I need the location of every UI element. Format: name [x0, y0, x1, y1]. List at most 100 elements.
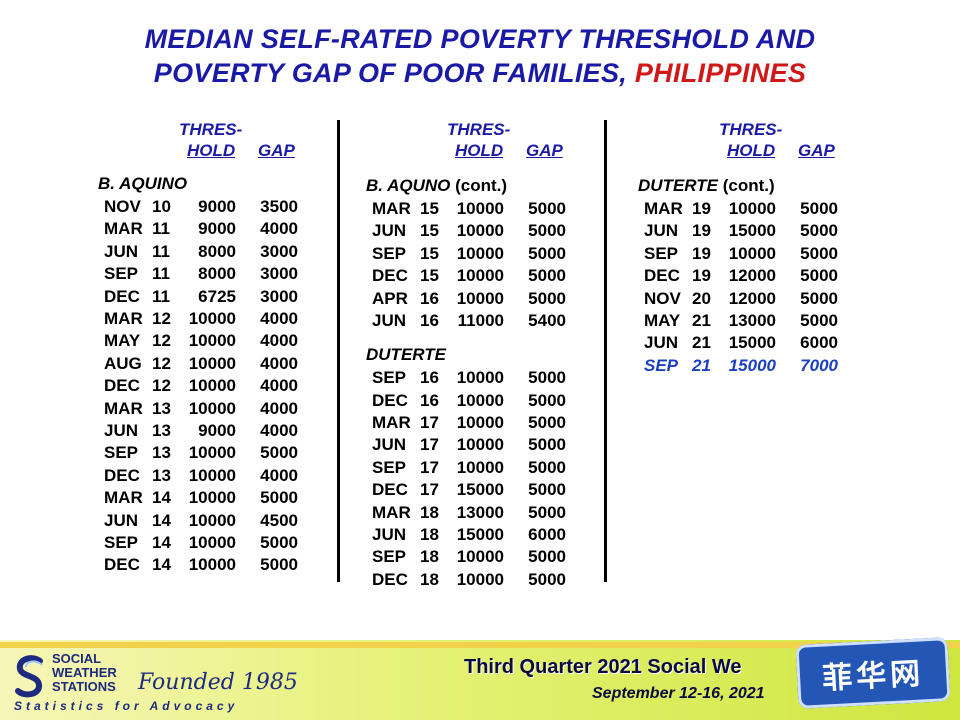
- row-year: 17: [420, 413, 439, 432]
- row-gap: 5000: [528, 569, 566, 589]
- row-month: JUN: [372, 525, 407, 544]
- row-threshold: 15000: [728, 221, 776, 241]
- row-gap: 5000: [528, 221, 566, 241]
- row-month: AUG: [104, 353, 142, 373]
- row-month: SEP: [372, 457, 407, 477]
- row-gap: 5000: [528, 480, 566, 500]
- row-month: SEP: [104, 264, 139, 284]
- row-gap: 4000: [260, 353, 298, 373]
- section-name: DUTERTE: [366, 345, 446, 365]
- row-year: 18: [420, 569, 439, 589]
- row-month: MAY: [104, 331, 141, 351]
- row-gap: 4000: [260, 420, 298, 440]
- row-year: 12: [152, 353, 171, 373]
- row-threshold: 11000: [457, 310, 504, 330]
- row-gap: 6000: [528, 525, 566, 544]
- row-month: JUN: [104, 241, 139, 261]
- row-threshold: 6725: [198, 286, 236, 306]
- row-threshold: 10000: [188, 488, 236, 508]
- logo-line-social: SOCIAL: [52, 651, 102, 666]
- footer-date: September 12-16, 2021: [592, 685, 765, 702]
- row-month: JUN: [644, 221, 679, 241]
- row-threshold: 9000: [198, 420, 236, 440]
- row-month: JUN: [372, 221, 407, 241]
- row-threshold: 10000: [188, 443, 236, 463]
- title-country: PHILIPPINES: [634, 58, 807, 88]
- row-year: 19: [692, 243, 711, 263]
- section-cont: (cont.): [450, 176, 508, 195]
- row-month: SEP: [104, 443, 139, 463]
- row-threshold: 10000: [188, 398, 236, 418]
- row-threshold: 10000: [456, 198, 504, 218]
- row-threshold: 10000: [456, 288, 504, 308]
- row-month: DEC: [372, 266, 408, 286]
- row-gap: 5000: [800, 310, 838, 330]
- row-month: JUN: [104, 510, 139, 530]
- watermark-badge: 菲华网: [795, 637, 951, 709]
- row-year: 14: [152, 510, 171, 530]
- row-threshold: 13000: [456, 502, 504, 522]
- row-gap: 4000: [260, 219, 298, 239]
- row-gap: 7000: [800, 355, 838, 375]
- row-year: 19: [692, 198, 711, 218]
- row-gap: 5000: [528, 435, 566, 455]
- row-year: 17: [420, 457, 439, 477]
- row-gap: 5000: [800, 198, 838, 218]
- row-threshold: 15000: [728, 333, 776, 353]
- row-year: 17: [420, 480, 439, 500]
- row-gap: 5000: [528, 198, 566, 218]
- row-threshold: 10000: [456, 266, 504, 286]
- header-thres: THRES-: [179, 120, 243, 139]
- row-month: JUN: [644, 333, 679, 353]
- row-gap: 5400: [528, 310, 566, 330]
- row-month: SEP: [372, 547, 407, 567]
- row-year: 13: [152, 398, 171, 418]
- row-month: APR: [372, 288, 408, 308]
- row-year: 16: [420, 390, 439, 410]
- row-gap: 4000: [260, 465, 298, 485]
- row-year: 12: [152, 331, 171, 351]
- sws-logo-text: SOCIAL WEATHER STATIONS: [52, 652, 117, 694]
- row-year: 12: [152, 376, 171, 396]
- row-gap: 4500: [260, 510, 298, 530]
- row-month: JUN: [372, 310, 407, 330]
- row-gap: 5000: [528, 390, 566, 410]
- row-month: DEC: [104, 376, 140, 396]
- row-gap: 5000: [528, 413, 566, 432]
- row-threshold: 8000: [198, 241, 236, 261]
- row-month: MAR: [104, 219, 143, 239]
- row-gap: 6000: [800, 333, 838, 353]
- header-hold: HOLD: [455, 141, 504, 160]
- row-threshold: 10000: [188, 510, 236, 530]
- row-gap: 4000: [260, 331, 298, 351]
- row-month: JUN: [372, 435, 407, 455]
- row-year: 11: [152, 241, 170, 261]
- row-gap: 5000: [800, 243, 838, 263]
- row-year: 19: [692, 221, 711, 241]
- row-year: 13: [152, 443, 171, 463]
- row-month: MAR: [104, 308, 143, 328]
- row-year: 14: [152, 488, 171, 508]
- row-year: 19: [692, 266, 711, 286]
- row-gap: 5000: [260, 443, 298, 463]
- section-label: DUTERTE (cont.): [638, 176, 775, 196]
- row-month: DEC: [104, 286, 140, 306]
- section-name: B. AQUINO: [98, 174, 188, 193]
- row-threshold: 10000: [188, 532, 236, 552]
- row-threshold: 10000: [188, 308, 236, 328]
- row-month: MAR: [104, 488, 143, 508]
- row-month: SEP: [372, 243, 407, 263]
- section-name: B. AQUNO: [366, 176, 451, 195]
- row-year: 13: [152, 465, 171, 485]
- row-year: 20: [692, 288, 711, 308]
- row-gap: 5000: [800, 288, 838, 308]
- row-month: MAR: [644, 198, 683, 218]
- row-year: 16: [420, 310, 439, 330]
- row-month: JUN: [104, 420, 139, 440]
- header-thres: THRES-: [447, 120, 511, 139]
- section-label: B. AQUNO (cont.): [366, 176, 507, 196]
- row-threshold: 15000: [728, 355, 776, 375]
- row-month: MAR: [372, 413, 411, 432]
- section-name: DUTERTE: [638, 176, 718, 195]
- row-threshold: 10000: [188, 376, 236, 396]
